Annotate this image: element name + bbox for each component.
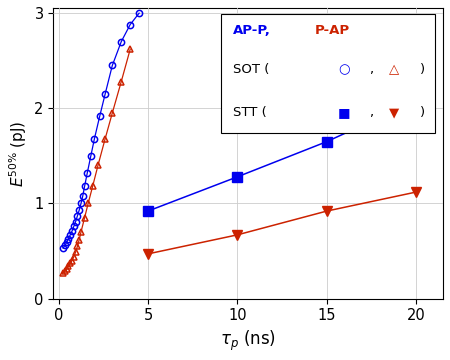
Text: ■: ■ bbox=[338, 106, 350, 120]
Text: SOT (: SOT ( bbox=[233, 63, 269, 76]
Text: ,: , bbox=[369, 106, 373, 120]
Text: ○: ○ bbox=[338, 63, 349, 76]
Text: STT (: STT ( bbox=[233, 106, 266, 120]
Text: ▼: ▼ bbox=[388, 106, 399, 120]
Text: ): ) bbox=[420, 106, 425, 120]
Bar bbox=[221, 14, 435, 133]
Text: △: △ bbox=[388, 63, 399, 76]
Text: ): ) bbox=[420, 63, 425, 76]
Y-axis label: $E^{50\%}$ (pJ): $E^{50\%}$ (pJ) bbox=[7, 120, 29, 187]
X-axis label: $\tau_p$ (ns): $\tau_p$ (ns) bbox=[220, 329, 276, 353]
Text: ,: , bbox=[369, 63, 373, 76]
Text: P-AP: P-AP bbox=[315, 24, 350, 37]
Text: AP-P,: AP-P, bbox=[233, 24, 270, 37]
